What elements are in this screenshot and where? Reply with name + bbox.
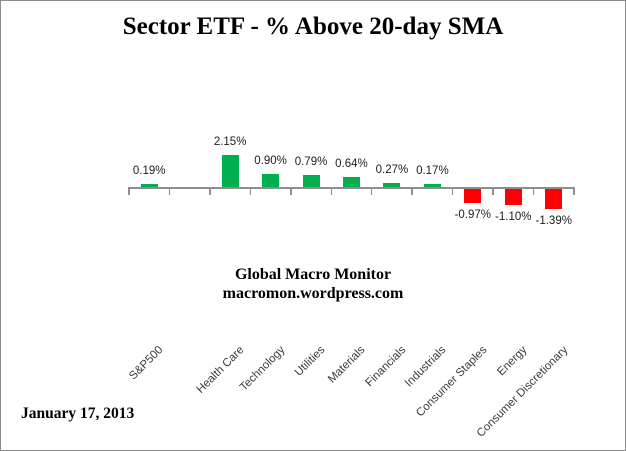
x-axis-tick bbox=[451, 187, 454, 195]
bar-energy bbox=[504, 188, 522, 205]
chart-title: Sector ETF - % Above 20-day SMA bbox=[122, 13, 504, 40]
bar-s-p500 bbox=[140, 184, 158, 187]
bar-consumer-staples bbox=[464, 188, 482, 204]
date-label: January 17, 2013 bbox=[21, 405, 135, 422]
bar-materials bbox=[342, 177, 360, 187]
data-label-technology: 0.90% bbox=[254, 154, 287, 167]
x-axis-tick bbox=[209, 187, 211, 195]
x-axis-tick bbox=[492, 187, 494, 195]
x-axis-line bbox=[129, 187, 574, 189]
bar-utilities bbox=[302, 175, 320, 187]
bar-consumer-discretionary bbox=[545, 188, 563, 210]
x-axis-tick bbox=[290, 187, 292, 195]
x-axis-tick bbox=[370, 187, 373, 195]
x-axis-tick bbox=[573, 187, 575, 195]
x-axis-label-s-p500: S&P500 bbox=[127, 344, 166, 383]
data-label-s-p500: 0.19% bbox=[132, 165, 166, 178]
x-axis-tick bbox=[330, 187, 332, 195]
watermark: Global Macro Monitor macromon.wordpress.… bbox=[1, 265, 625, 303]
bar-technology bbox=[262, 173, 280, 187]
data-label-consumer-staples: -0.97% bbox=[454, 209, 492, 222]
data-label-materials: 0.64% bbox=[335, 158, 368, 171]
data-label-industrials: 0.17% bbox=[416, 165, 449, 178]
x-axis-tick bbox=[168, 187, 171, 195]
watermark-line2: macromon.wordpress.com bbox=[222, 285, 404, 302]
bar-financials bbox=[383, 182, 401, 187]
x-axis-tick bbox=[532, 187, 535, 195]
bar-health-care bbox=[221, 154, 239, 187]
bar-industrials bbox=[423, 184, 441, 187]
data-label-health-care: 2.15% bbox=[213, 135, 247, 148]
x-axis-tick bbox=[249, 187, 252, 195]
data-label-financials: 0.27% bbox=[375, 163, 409, 176]
data-label-energy: -1.10% bbox=[495, 211, 532, 223]
watermark-line1: Global Macro Monitor bbox=[234, 266, 392, 283]
data-label-utilities: 0.79% bbox=[294, 156, 328, 169]
x-axis-tick bbox=[411, 187, 413, 195]
data-label-consumer-discretionary: -1.39% bbox=[535, 215, 572, 228]
x-axis-tick bbox=[128, 187, 130, 195]
